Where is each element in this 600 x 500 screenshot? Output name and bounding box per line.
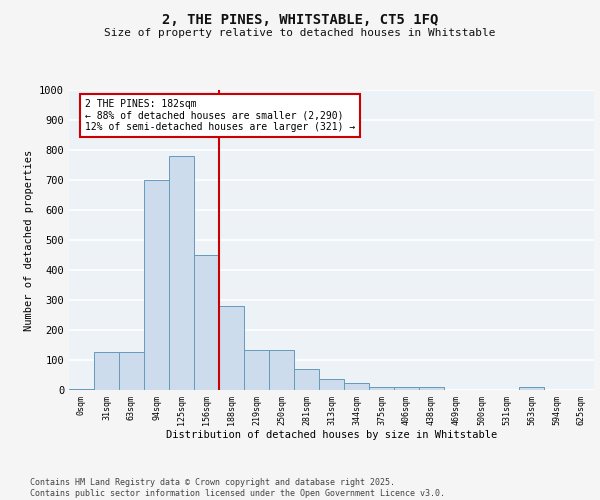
Bar (69, 388, 94, 390)
Bar (394, 387, 419, 390)
Bar (219, 306, 244, 390)
Bar (419, 387, 444, 390)
Bar (119, 352, 144, 390)
Bar (319, 378, 344, 390)
Bar (194, 255, 219, 390)
Bar (369, 387, 394, 390)
Bar (519, 387, 544, 390)
Text: 2, THE PINES, WHITSTABLE, CT5 1FQ: 2, THE PINES, WHITSTABLE, CT5 1FQ (162, 12, 438, 26)
Text: Contains HM Land Registry data © Crown copyright and database right 2025.
Contai: Contains HM Land Registry data © Crown c… (30, 478, 445, 498)
Bar (269, 350, 294, 390)
Text: 2 THE PINES: 182sqm
← 88% of detached houses are smaller (2,290)
12% of semi-det: 2 THE PINES: 182sqm ← 88% of detached ho… (85, 99, 355, 132)
X-axis label: Distribution of detached houses by size in Whitstable: Distribution of detached houses by size … (166, 430, 497, 440)
Bar (244, 350, 269, 390)
Bar (169, 156, 194, 390)
Bar (344, 384, 369, 390)
Bar (94, 352, 119, 390)
Bar (144, 180, 169, 390)
Y-axis label: Number of detached properties: Number of detached properties (23, 150, 34, 330)
Text: Size of property relative to detached houses in Whitstable: Size of property relative to detached ho… (104, 28, 496, 38)
Bar (294, 369, 319, 390)
